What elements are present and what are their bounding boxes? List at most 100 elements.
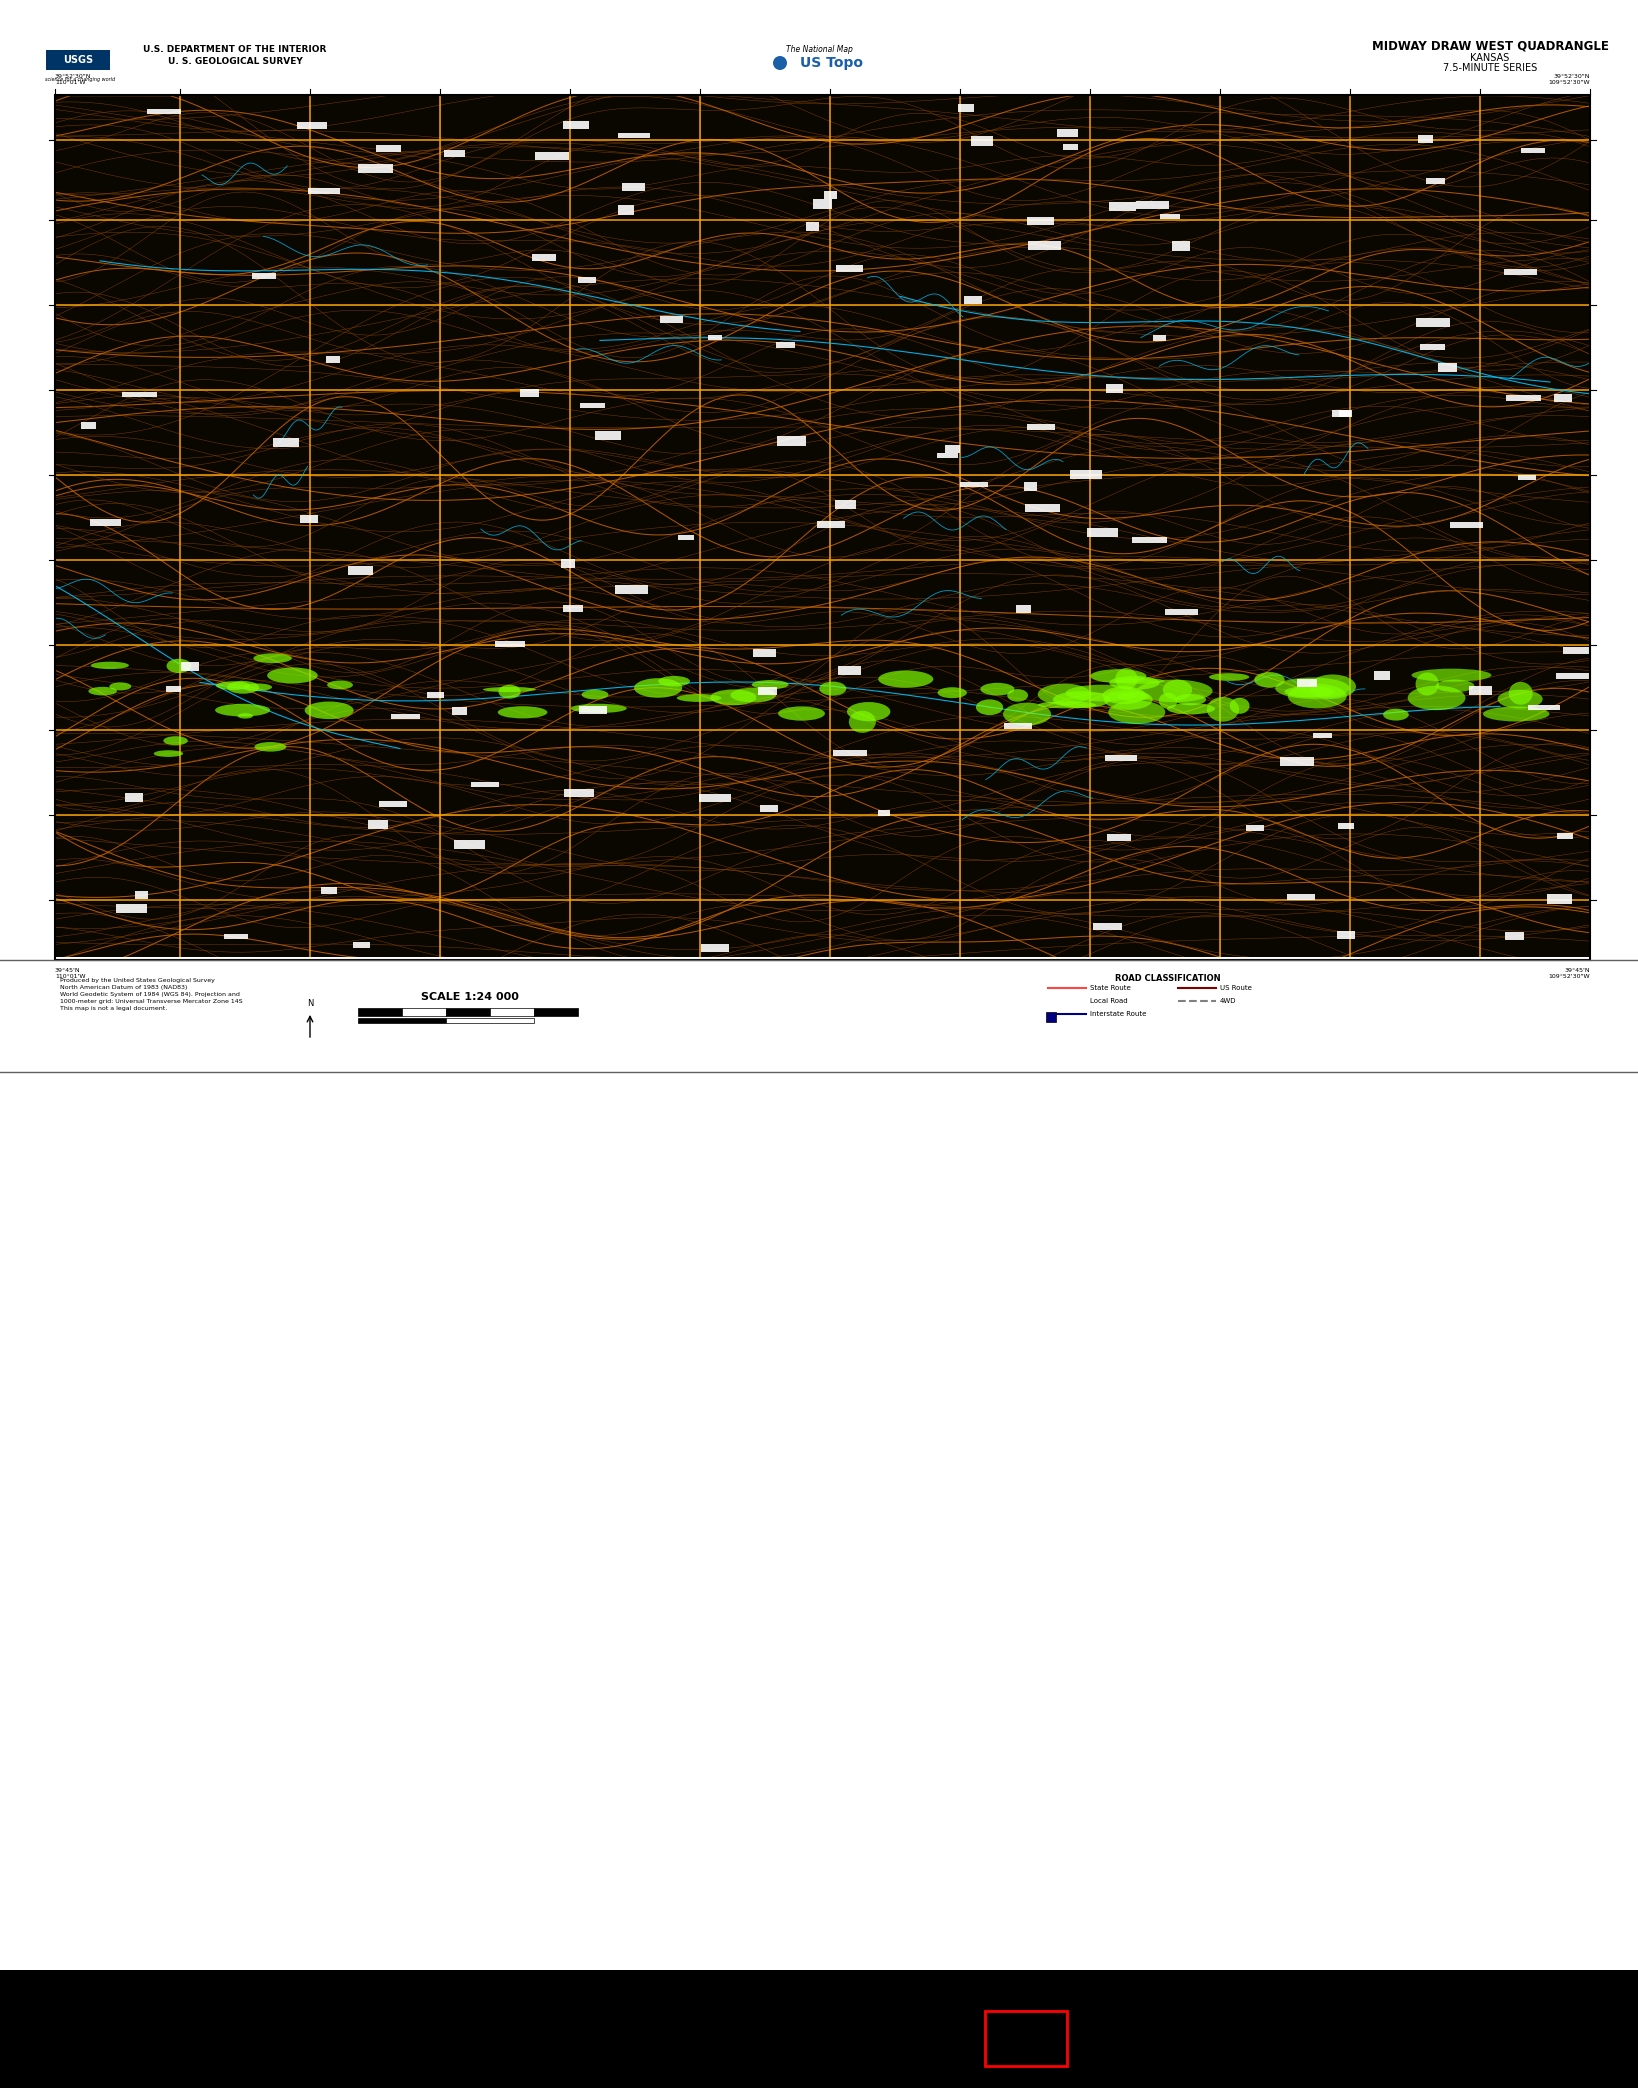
Bar (1337, 931, 1355, 940)
Bar (1132, 537, 1166, 543)
Ellipse shape (1482, 706, 1550, 722)
Bar (945, 445, 960, 453)
Bar (46, 50, 110, 71)
Text: 39°52'30"N
109°52'30"W: 39°52'30"N 109°52'30"W (1548, 75, 1590, 86)
Bar (534, 152, 568, 161)
Ellipse shape (1509, 683, 1533, 706)
Bar (359, 1009, 401, 1017)
Bar (1553, 395, 1572, 403)
Bar (1109, 203, 1135, 211)
Bar (446, 1019, 534, 1023)
Bar (971, 136, 993, 146)
Bar (377, 144, 401, 152)
Bar (701, 944, 729, 952)
Bar (446, 1009, 490, 1017)
Bar (1106, 384, 1122, 393)
Bar (90, 520, 121, 526)
Ellipse shape (937, 687, 966, 697)
Bar (1279, 758, 1314, 766)
Ellipse shape (676, 693, 722, 702)
Bar (0, 956, 1638, 1071)
Bar (1088, 528, 1119, 537)
Bar (380, 800, 408, 806)
Ellipse shape (110, 683, 131, 691)
Ellipse shape (216, 681, 251, 689)
Bar (391, 714, 421, 720)
Ellipse shape (1276, 677, 1350, 699)
Bar (0, 0, 1638, 94)
Ellipse shape (1407, 685, 1466, 710)
Ellipse shape (570, 704, 627, 712)
Ellipse shape (581, 689, 608, 699)
Ellipse shape (1109, 677, 1160, 689)
Ellipse shape (1412, 668, 1492, 681)
Bar (1546, 894, 1572, 904)
Text: science for a changing world: science for a changing world (44, 77, 115, 84)
Bar (1153, 336, 1166, 340)
Ellipse shape (711, 689, 757, 706)
Text: US Route: US Route (1220, 986, 1251, 992)
Bar (0, 1969, 1638, 2088)
Bar (1047, 1013, 1057, 1021)
Ellipse shape (90, 662, 129, 668)
Bar (824, 192, 837, 198)
Ellipse shape (634, 679, 681, 697)
Bar (1160, 213, 1179, 219)
Bar (814, 200, 832, 209)
Ellipse shape (1137, 679, 1212, 702)
Bar (878, 810, 889, 816)
Ellipse shape (1115, 668, 1138, 689)
Ellipse shape (1091, 668, 1147, 683)
Bar (984, 2011, 1066, 2065)
Ellipse shape (1382, 708, 1409, 720)
Text: KANSAS: KANSAS (1471, 52, 1510, 63)
Text: 4WD: 4WD (1220, 998, 1237, 1004)
Bar (296, 123, 328, 129)
Bar (622, 184, 645, 190)
Ellipse shape (498, 685, 521, 699)
Bar (834, 750, 867, 756)
Bar (760, 806, 778, 812)
Bar (1505, 931, 1523, 940)
Bar (678, 535, 695, 541)
Bar (1420, 345, 1445, 351)
Ellipse shape (1497, 689, 1543, 708)
Bar (1027, 240, 1060, 251)
Bar (1340, 411, 1353, 418)
Text: 39°52'30"N
110°01'W: 39°52'30"N 110°01'W (56, 75, 92, 86)
Bar (300, 516, 318, 524)
Ellipse shape (267, 668, 318, 683)
Bar (359, 1019, 446, 1023)
Bar (614, 585, 649, 593)
Ellipse shape (483, 687, 536, 691)
Text: 39°45'N
110°01'W: 39°45'N 110°01'W (56, 969, 85, 979)
Bar (776, 342, 794, 349)
Ellipse shape (847, 702, 891, 720)
Bar (1520, 148, 1545, 152)
Bar (839, 666, 862, 674)
Ellipse shape (1117, 691, 1150, 702)
Bar (1106, 754, 1137, 760)
Bar (428, 691, 444, 697)
Bar (321, 887, 337, 894)
Bar (563, 606, 583, 612)
Text: 39°45'N
109°52'30"W: 39°45'N 109°52'30"W (1548, 969, 1590, 979)
Bar (1063, 144, 1078, 150)
Ellipse shape (1415, 672, 1438, 695)
Ellipse shape (658, 677, 690, 687)
Bar (136, 892, 147, 900)
Bar (699, 793, 731, 802)
Bar (937, 453, 958, 457)
Bar (578, 278, 596, 284)
Ellipse shape (778, 706, 826, 720)
Ellipse shape (167, 660, 192, 672)
Bar (563, 789, 595, 798)
Bar (1528, 704, 1559, 710)
Bar (180, 662, 200, 670)
Bar (1374, 670, 1391, 679)
Ellipse shape (305, 702, 354, 718)
Bar (1171, 240, 1191, 251)
Text: The National Map: The National Map (786, 46, 852, 54)
Bar (1563, 647, 1594, 654)
Bar (1556, 833, 1572, 839)
